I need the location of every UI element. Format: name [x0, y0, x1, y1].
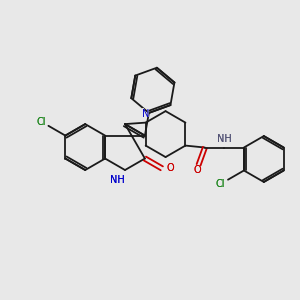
Text: NH: NH: [110, 175, 125, 185]
Text: N: N: [141, 107, 150, 120]
Text: NH: NH: [216, 132, 233, 145]
Text: O: O: [166, 163, 174, 173]
Text: O: O: [193, 164, 202, 177]
Text: NH: NH: [109, 174, 126, 187]
Text: NH: NH: [217, 134, 232, 144]
Text: O: O: [166, 163, 174, 173]
Text: N: N: [142, 109, 149, 119]
Text: Cl: Cl: [37, 117, 46, 127]
Text: NH: NH: [217, 134, 232, 144]
Text: NH: NH: [110, 175, 125, 185]
Text: O: O: [193, 165, 201, 175]
Text: O: O: [165, 162, 175, 175]
Text: O: O: [193, 165, 201, 175]
Text: Cl: Cl: [216, 179, 225, 189]
Text: Cl: Cl: [35, 115, 47, 128]
Text: Cl: Cl: [216, 179, 225, 189]
Text: Cl: Cl: [37, 117, 46, 127]
Text: Cl: Cl: [214, 178, 226, 190]
